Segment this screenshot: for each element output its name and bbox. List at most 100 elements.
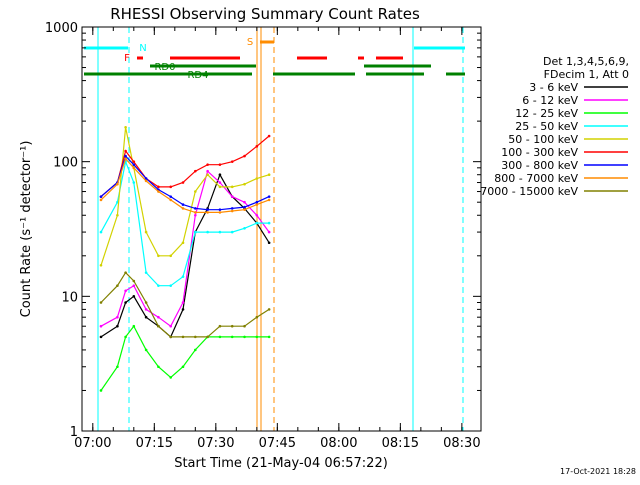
x-tick-label: 07:15 [136, 436, 173, 451]
legend-entry-label: 7000 - 15000 keV [480, 185, 578, 198]
series-point [230, 230, 234, 234]
series-point [157, 324, 160, 328]
series-point [194, 230, 197, 234]
series-point [124, 271, 127, 274]
series-point [230, 195, 234, 198]
series-point [243, 205, 246, 209]
series-point [181, 241, 185, 245]
series-point [243, 182, 246, 186]
series-point [255, 315, 259, 319]
series-point [144, 179, 148, 183]
series-point [181, 203, 185, 206]
series-point [243, 154, 246, 158]
series-point [230, 207, 234, 210]
series-point [144, 230, 148, 234]
series-point [194, 213, 197, 217]
series-point [144, 271, 148, 274]
y-tick-label: 1000 [45, 21, 78, 36]
legend-entry-label: 100 - 300 keV [501, 146, 578, 159]
series-point [157, 365, 160, 369]
legend-entry-label: 300 - 800 keV [501, 159, 578, 172]
series-point [124, 154, 127, 158]
series-point [144, 315, 148, 319]
series-point [99, 324, 103, 328]
legend-entry-label: 25 - 50 keV [515, 120, 578, 133]
series-point [230, 335, 234, 339]
series-point [255, 221, 259, 225]
series-point [255, 177, 259, 180]
series-point [255, 200, 259, 204]
series-point [132, 163, 136, 166]
legend: Det 1,3,4,5,6,9, FDecim 1, Att 0 3 - 6 k… [480, 55, 629, 198]
series-point [194, 348, 197, 352]
y-tick-label: 10 [61, 290, 78, 305]
series-point [206, 208, 209, 211]
series-point [230, 324, 234, 328]
x-tick-label: 07:30 [197, 436, 234, 451]
x-tick-label: 07:00 [74, 436, 111, 451]
y-axis: 1 10 100 1000 [45, 21, 481, 440]
series-point [243, 227, 246, 230]
series-point [169, 335, 173, 339]
series-point [267, 195, 271, 198]
series-point [218, 173, 222, 177]
series-point [157, 315, 160, 319]
chart-title: RHESSI Observing Summary Count Rates [110, 5, 420, 23]
series-point [99, 198, 103, 202]
series-point [181, 365, 185, 369]
y-tick-label: 100 [53, 156, 78, 171]
series-point [243, 335, 246, 339]
x-tick-label: 08:15 [382, 436, 419, 451]
series-point [124, 301, 127, 304]
series-point [194, 207, 197, 210]
series-point [99, 195, 103, 198]
series-point [267, 198, 271, 202]
series-point [243, 208, 246, 211]
series-point [255, 213, 259, 217]
series-point [169, 376, 173, 379]
series-point [267, 173, 271, 177]
series-point [132, 284, 136, 287]
series-point [99, 389, 103, 392]
series-point [169, 284, 173, 287]
series-point [255, 335, 259, 339]
legend-entry-label: 12 - 25 keV [515, 107, 578, 120]
series-point [181, 181, 185, 184]
series-point [181, 308, 185, 311]
series-point [144, 308, 148, 311]
series-point [230, 185, 234, 189]
series-point [218, 335, 222, 339]
series-point [132, 181, 136, 184]
plot-series [99, 125, 271, 392]
series-point [230, 209, 234, 213]
legend-entry-label: 50 - 100 keV [508, 133, 578, 146]
series-point [144, 301, 148, 304]
series-point [99, 301, 103, 304]
series-point [116, 365, 119, 369]
x-tick-label: 08:00 [320, 436, 357, 451]
series-point [116, 213, 119, 217]
series-point [181, 335, 185, 339]
series-point [99, 263, 103, 267]
flag-label-s: S [247, 37, 253, 48]
legend-entry-label: 3 - 6 keV [529, 81, 578, 94]
flag-label-rd4: RD4 [187, 70, 208, 81]
series-point [181, 207, 185, 210]
legend-entry-label: 6 - 12 keV [522, 94, 578, 107]
series-point [169, 254, 173, 258]
footer-date: 17-Oct-2021 18:28 [560, 467, 636, 476]
x-axis-label: Start Time (21-May-04 06:57:22) [174, 456, 388, 471]
x-axis: 07:00 07:15 07:30 07:45 08:00 08:15 08:30 [74, 27, 481, 451]
y-axis-label: Count Rate (s⁻¹ detector⁻¹) [19, 141, 34, 318]
series-point [218, 181, 222, 184]
series-point [124, 157, 127, 161]
series-point [194, 335, 197, 339]
series-point [243, 200, 246, 204]
series-point [267, 335, 271, 339]
series-point [132, 295, 136, 298]
series-point [99, 230, 103, 234]
series-point [157, 254, 160, 258]
series-point [267, 230, 271, 234]
